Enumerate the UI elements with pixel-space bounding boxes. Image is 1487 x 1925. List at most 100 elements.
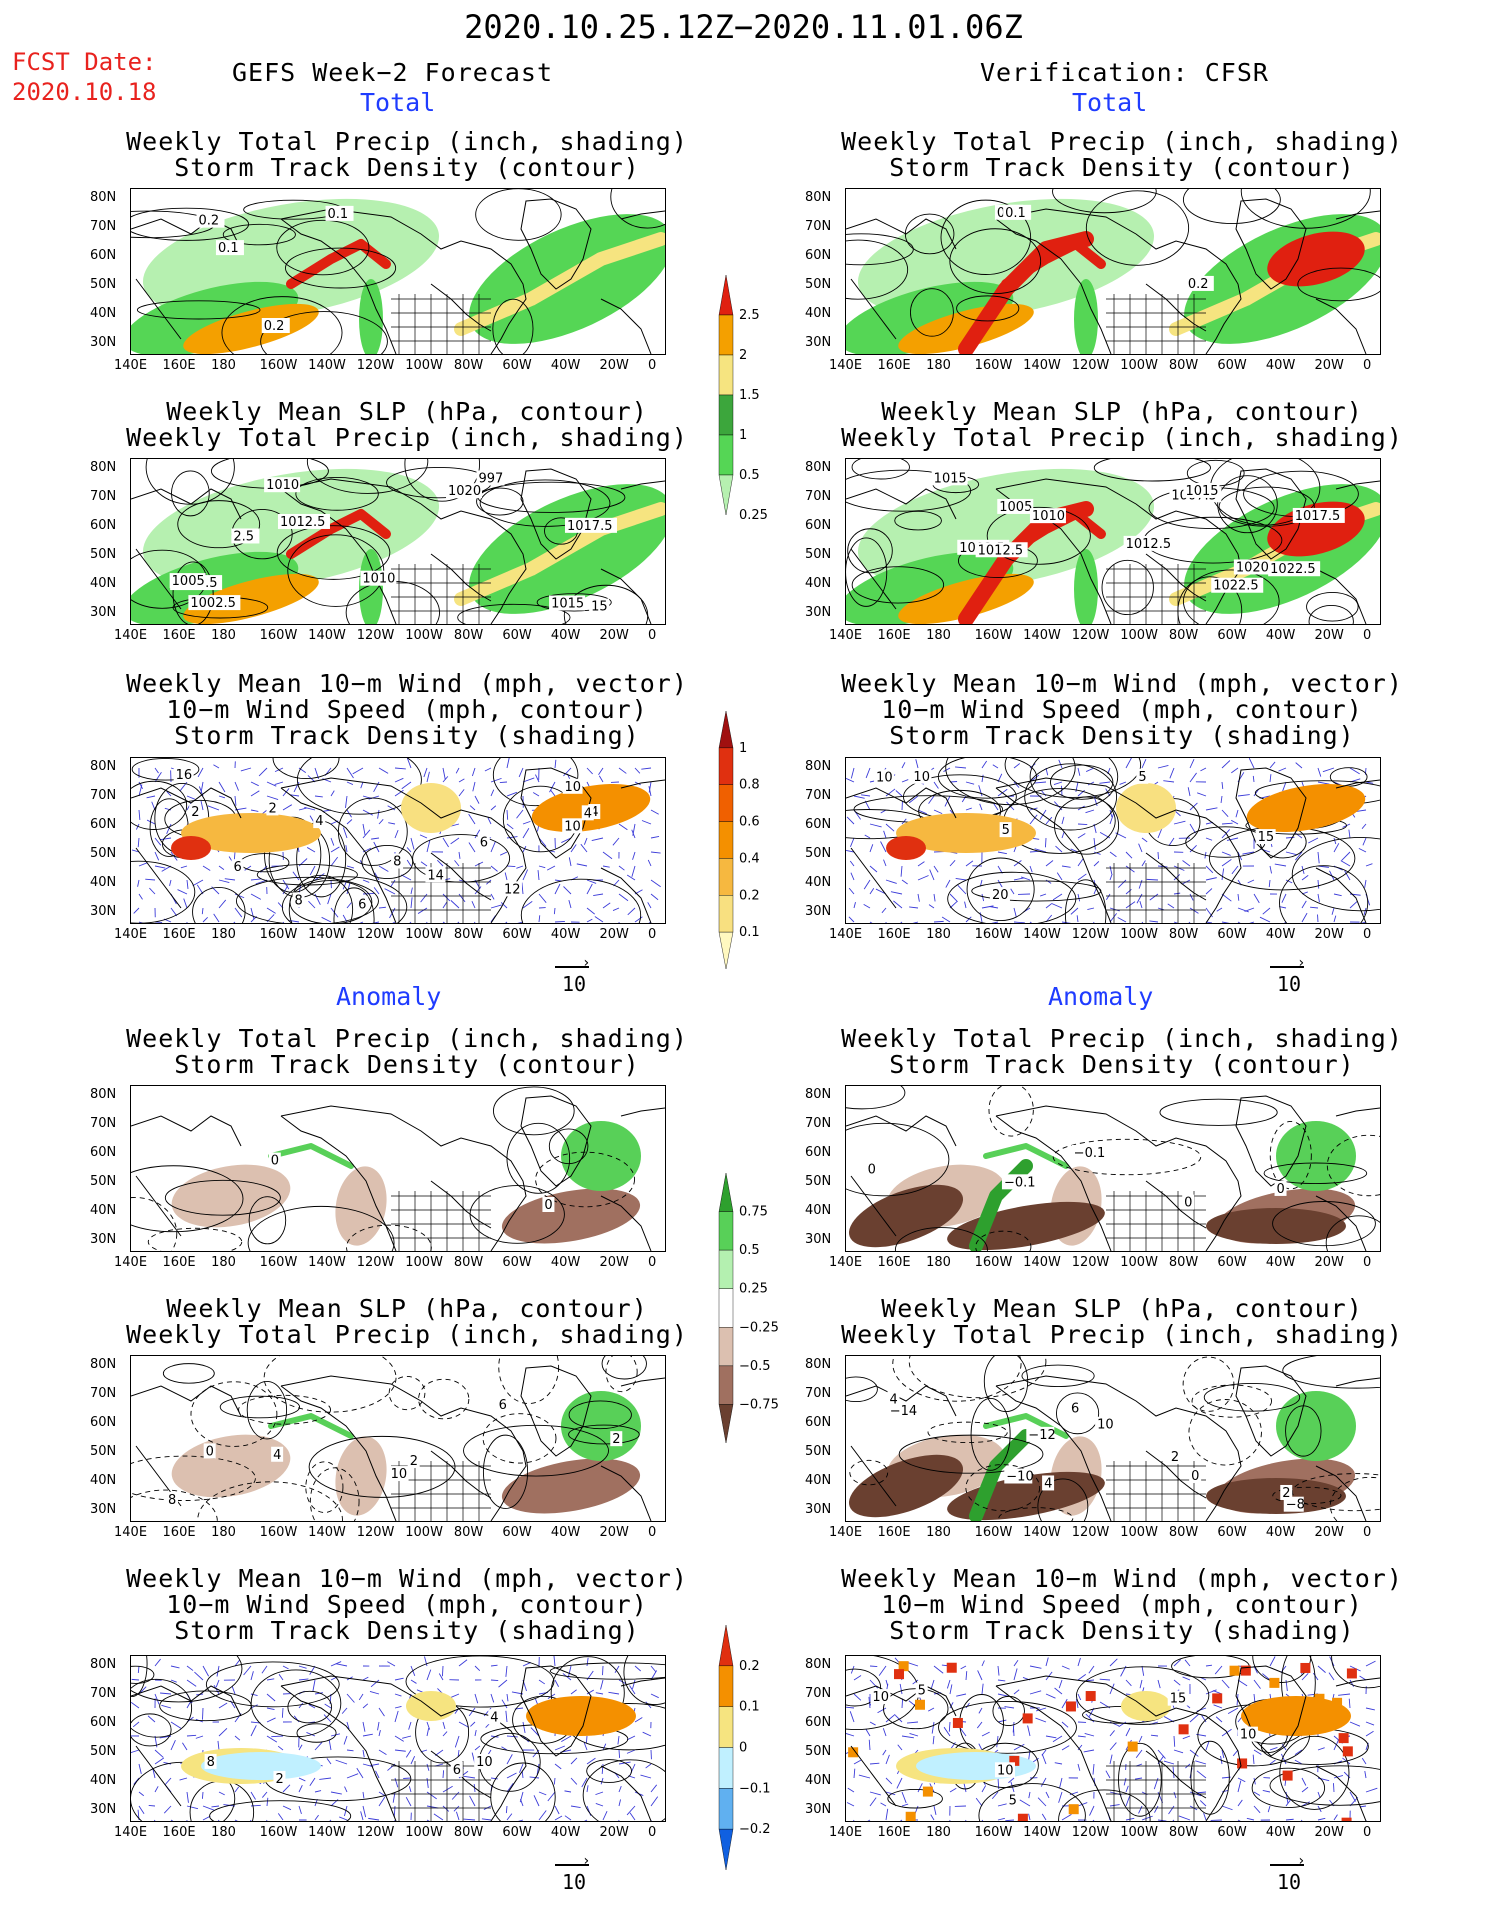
wind-vector <box>1237 1679 1248 1687</box>
map-panel-vf_tot_wind: 5 10 10 15 20 5 <box>845 757 1381 924</box>
contour-line <box>479 479 611 527</box>
wind-vector <box>554 1679 559 1687</box>
wind-vector <box>1317 851 1320 864</box>
wind-vector <box>1278 767 1287 772</box>
wind-vector <box>147 1715 156 1723</box>
wind-vector <box>915 759 919 769</box>
contour-label: 10 <box>564 819 581 834</box>
wind-vector <box>455 767 460 774</box>
lat-tick-label: 40N <box>805 306 832 321</box>
wind-vector <box>586 1757 596 1765</box>
lon-tick-label: 40W <box>1265 358 1296 373</box>
contour-line <box>1052 189 1157 214</box>
wind-vector <box>521 882 524 895</box>
wind-vector <box>850 767 855 779</box>
wind-vector <box>1333 1783 1335 1793</box>
wind-vector <box>1246 1817 1255 1821</box>
wind-vector <box>538 1791 547 1796</box>
wind-vector <box>474 795 480 804</box>
wind-vector <box>131 1701 140 1709</box>
contour-line <box>190 1381 278 1447</box>
contour-label: 16 <box>176 768 193 783</box>
panel-title-line: Storm Track Density (contour) <box>174 1050 640 1079</box>
contour-label-bg <box>1001 1174 1038 1190</box>
wind-vector <box>154 1693 160 1705</box>
wind-vector <box>602 1810 608 1821</box>
wind-vector <box>138 1805 145 1815</box>
wind-vector <box>954 766 967 769</box>
wind-vector <box>346 1693 355 1703</box>
wind-vector <box>1125 901 1136 909</box>
wind-vector <box>1348 1698 1351 1709</box>
wind-vector <box>650 893 659 901</box>
wind-vector <box>490 893 495 900</box>
contour-label-bg <box>1029 508 1066 524</box>
colorbar-segment <box>718 1365 734 1405</box>
wind-vector <box>1034 781 1047 784</box>
wind-vector <box>1221 1789 1229 1793</box>
wind-vector <box>1029 865 1033 873</box>
wind-vector <box>471 767 476 777</box>
colorbar-segment <box>718 434 734 476</box>
contour-label: −10 <box>1006 1470 1033 1485</box>
shading-region <box>898 573 1034 624</box>
wind-vector <box>146 819 156 825</box>
wind-vector <box>442 1665 444 1677</box>
wind-vector <box>1045 1791 1050 1799</box>
colorbar-tick-label: 0 <box>739 1741 747 1756</box>
wind-vector <box>410 837 415 850</box>
wind-vector <box>1294 1759 1303 1765</box>
wind-vector <box>900 865 903 877</box>
contour-label: 0.1 <box>218 241 239 256</box>
wind-vector <box>600 1679 604 1690</box>
lon-tick-label: 80W <box>453 1825 484 1840</box>
wind-vector <box>282 1784 291 1793</box>
lon-tick-label: 80W <box>1168 927 1199 942</box>
lat-tick-label: 50N <box>805 1174 832 1189</box>
wind-vector <box>1253 1805 1261 1814</box>
arrow-head-icon: › <box>1297 955 1306 971</box>
contour-line <box>498 1356 560 1404</box>
lat-tick-label: 60N <box>805 817 832 832</box>
colorbar-total_storm: 10.80.60.40.20.1 <box>718 710 760 970</box>
lat-tick-label: 60N <box>90 1145 117 1160</box>
wind-vector <box>195 1735 204 1739</box>
panel-title-line: Storm Track Density (contour) <box>889 1050 1355 1079</box>
wind-vector <box>490 1679 499 1682</box>
wind-vector <box>618 893 629 902</box>
wind-vector <box>585 1735 588 1744</box>
wind-vector <box>1084 1733 1095 1737</box>
wind-vector <box>1205 877 1217 881</box>
wind-vector <box>907 1721 919 1724</box>
wind-vector <box>314 873 325 881</box>
wind-vector <box>330 846 340 853</box>
wind-vector <box>1173 1679 1181 1686</box>
contour-line <box>131 1489 218 1521</box>
wind-vector <box>1349 1679 1355 1687</box>
wind-vector <box>342 827 348 839</box>
shading-region <box>335 1436 387 1516</box>
contour-label-bg <box>1069 1400 1082 1416</box>
wind-vector <box>370 1679 380 1688</box>
contour-label: 1010 <box>362 572 395 587</box>
contour-label: 1017.5 <box>567 519 613 534</box>
contour-label-bg <box>1042 1475 1055 1491</box>
wind-vector <box>1157 865 1168 868</box>
wind-vector <box>1139 900 1143 909</box>
wind-vector <box>250 1693 258 1696</box>
wind-vector <box>1310 906 1319 909</box>
contour-line <box>131 780 188 830</box>
wind-vector <box>405 1749 412 1758</box>
wind-vector <box>981 1819 984 1821</box>
wind-vector <box>563 767 572 777</box>
wind-vector <box>522 777 535 783</box>
wind-vector <box>880 841 887 853</box>
wind-vector <box>877 1707 887 1714</box>
contour-line <box>131 1197 178 1251</box>
wind-vector <box>629 1685 636 1695</box>
contour-line <box>1054 796 1120 855</box>
contour-label: 1010 <box>266 478 299 493</box>
wind-vector <box>564 1815 572 1821</box>
wind-vector <box>930 1814 935 1821</box>
lat-tick-label: 50N <box>90 1744 117 1759</box>
